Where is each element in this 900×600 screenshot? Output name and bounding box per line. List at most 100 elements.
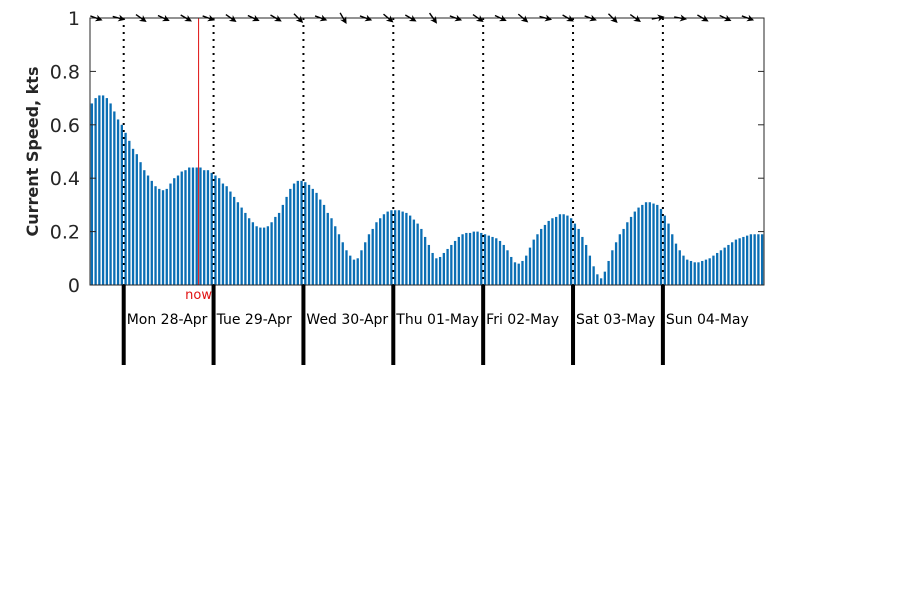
- direction-arrow-icon: [339, 12, 347, 25]
- now-label: now: [185, 288, 212, 303]
- speed-bar: [423, 236, 427, 285]
- speed-bar: [517, 263, 520, 285]
- speed-bar: [551, 218, 554, 285]
- day-separator-bars: [121, 285, 665, 365]
- speed-bar: [446, 248, 449, 285]
- speed-bar: [274, 216, 277, 285]
- speed-bar: [397, 210, 401, 285]
- speed-bar: [656, 204, 659, 285]
- direction-arrow-icon: [697, 14, 709, 22]
- speed-bar: [727, 244, 730, 285]
- speed-bar: [218, 178, 221, 285]
- speed-bar: [408, 215, 412, 285]
- speed-bar: [465, 232, 468, 285]
- speed-bar: [476, 231, 479, 285]
- speed-bar: [611, 250, 614, 285]
- speed-bar: [607, 260, 610, 285]
- speed-bar: [633, 211, 636, 285]
- speed-bar: [592, 266, 595, 285]
- speed-bar: [618, 234, 621, 285]
- speed-bar: [487, 235, 490, 285]
- speed-bar: [394, 210, 397, 285]
- speed-bar: [105, 98, 109, 285]
- speed-bar: [442, 252, 446, 285]
- speed-bar: [536, 234, 539, 285]
- direction-arrow-icon: [359, 14, 373, 22]
- speed-bar: [285, 196, 288, 285]
- speed-bar: [532, 239, 535, 285]
- speed-bar: [599, 278, 603, 285]
- speed-bar: [603, 271, 607, 285]
- speed-bar: [461, 234, 464, 285]
- speed-bar: [435, 258, 438, 285]
- midnight-dotted-lines: [122, 18, 664, 285]
- direction-arrow-icon: [539, 14, 553, 22]
- direction-arrow-icon: [494, 14, 507, 22]
- speed-bar: [315, 192, 318, 285]
- speed-bar: [326, 212, 329, 285]
- speed-bar: [573, 223, 577, 285]
- speed-bar: [116, 119, 120, 286]
- speed-bar: [701, 260, 704, 285]
- speed-bar: [270, 222, 273, 285]
- speed-bar: [124, 132, 127, 285]
- speed-bar: [229, 191, 232, 285]
- speed-bar: [674, 243, 678, 285]
- speed-bar: [176, 175, 180, 285]
- speed-bar: [191, 167, 195, 285]
- direction-arrow-icon: [383, 13, 394, 23]
- speed-bar: [337, 234, 341, 285]
- speed-bar: [693, 262, 696, 285]
- speed-bar: [584, 244, 588, 285]
- speed-bar: [345, 250, 348, 285]
- speed-bar: [101, 95, 105, 286]
- direction-arrow-icon: [90, 14, 103, 22]
- speed-bar: [158, 188, 161, 285]
- direction-arrow-icon: [607, 13, 618, 23]
- speed-bar: [131, 148, 135, 285]
- speed-bar: [457, 236, 460, 285]
- speed-bar: [468, 232, 472, 285]
- direction-arrow-icon: [157, 14, 170, 22]
- speed-bar: [682, 255, 685, 285]
- speed-bar: [547, 220, 550, 285]
- speed-bar: [304, 182, 307, 285]
- day-label: Wed 30-Apr: [306, 312, 388, 328]
- direction-arrow-icon: [202, 14, 215, 22]
- speed-bar: [506, 250, 509, 285]
- speed-bar: [90, 103, 94, 285]
- direction-arrow-icon: [562, 14, 574, 22]
- speed-bar: [244, 212, 247, 285]
- speed-bar: [678, 250, 681, 285]
- direction-arrow-icon: [428, 12, 438, 24]
- speed-bar: [349, 255, 352, 285]
- speed-bar: [731, 242, 734, 285]
- speed-bar: [629, 216, 633, 285]
- speed-bar: [255, 226, 258, 285]
- direction-arrows: [90, 12, 755, 25]
- speed-bar: [757, 234, 760, 285]
- speed-bar: [562, 214, 565, 285]
- speed-bar: [360, 250, 363, 285]
- speed-bar: [749, 234, 753, 285]
- speed-bar: [712, 255, 715, 285]
- speed-bar: [581, 236, 584, 285]
- direction-arrow-icon: [404, 14, 417, 22]
- speed-bar: [577, 228, 580, 285]
- speed-bar: [128, 140, 131, 285]
- speed-bar: [240, 207, 243, 285]
- speed-bar: [502, 244, 505, 285]
- speed-bar: [173, 178, 176, 285]
- speed-bar: [330, 218, 333, 285]
- speed-bar: [199, 167, 202, 285]
- speed-bar: [472, 231, 475, 285]
- speed-bar: [480, 232, 483, 285]
- speed-bar: [169, 183, 172, 285]
- speed-bar: [427, 244, 431, 285]
- direction-arrow-icon: [247, 14, 260, 22]
- speed-bar: [644, 202, 648, 285]
- direction-arrow-icon: [112, 14, 126, 22]
- speed-bar: [697, 262, 700, 285]
- speed-bar: [334, 226, 337, 285]
